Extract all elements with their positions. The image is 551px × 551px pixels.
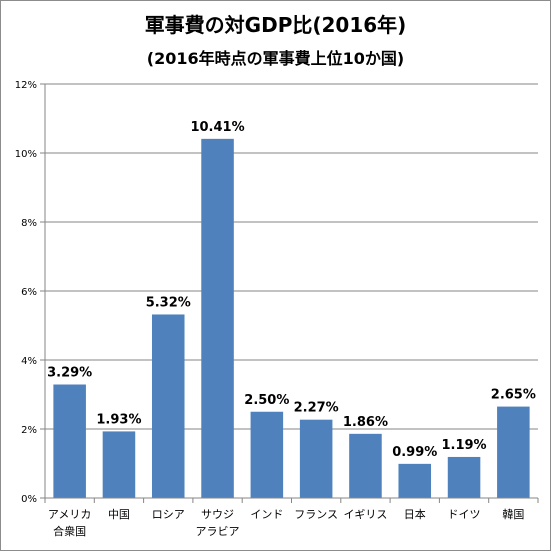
- y-tick-label: 0%: [21, 494, 37, 505]
- category-label: ロシア: [152, 508, 185, 521]
- data-label: 10.41%: [190, 120, 244, 135]
- bar: [250, 411, 284, 498]
- category-label: 日本: [404, 507, 426, 521]
- y-tick-label: 12%: [15, 80, 37, 91]
- category-label: イギリス: [343, 508, 387, 521]
- bar: [299, 419, 333, 498]
- bar: [102, 431, 136, 498]
- data-label: 1.93%: [96, 412, 141, 427]
- data-label: 2.27%: [294, 401, 339, 416]
- chart-subtitle: (2016年時点の軍事費上位10か国): [146, 49, 405, 68]
- data-label: 3.29%: [47, 365, 92, 380]
- bar: [151, 314, 185, 498]
- bars: [53, 138, 530, 499]
- bar: [447, 456, 481, 498]
- data-label: 1.86%: [343, 415, 388, 430]
- data-label: 2.50%: [244, 393, 289, 408]
- chart-title: 軍事費の対GDP比(2016年): [144, 13, 407, 37]
- y-tick-label: 4%: [21, 356, 37, 367]
- category-label: フランス: [294, 508, 338, 521]
- bar: [398, 463, 432, 498]
- category-label: 合衆国: [53, 524, 86, 538]
- category-label: アメリカ: [48, 508, 91, 521]
- bar: [53, 384, 86, 498]
- bar: [201, 138, 234, 499]
- category-label: サウジ: [201, 508, 234, 521]
- category-label: アラビア: [196, 525, 240, 538]
- category-label: インド: [250, 508, 283, 521]
- bar: [497, 406, 530, 498]
- data-labels: 3.29% 1.93% 5.32% 10.41% 2.50% 2.27% 1.86% 0.99…: [47, 120, 536, 460]
- data-label: 1.19%: [441, 438, 486, 453]
- data-label: 5.32%: [146, 295, 191, 310]
- bar: [349, 433, 382, 498]
- y-tick-label: 10%: [15, 149, 37, 160]
- category-label: ドイツ: [448, 508, 481, 521]
- y-tick-label: 8%: [21, 218, 37, 229]
- y-tick-label: 6%: [21, 287, 37, 298]
- grid-lines: [45, 83, 538, 430]
- category-label: 中国: [108, 508, 130, 521]
- data-label: 2.65%: [491, 388, 536, 403]
- data-label: 0.99%: [392, 445, 437, 460]
- y-tick-label: 2%: [21, 425, 37, 436]
- category-label: 韓国: [502, 508, 524, 521]
